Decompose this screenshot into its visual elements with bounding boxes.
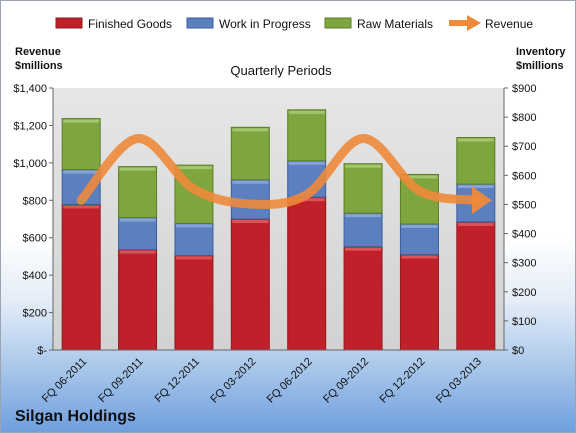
bar-highlight-raw-materials-7 — [401, 175, 438, 179]
bar-highlight-finished-goods-7 — [401, 255, 438, 259]
bar-raw-materials-8 — [456, 136, 496, 185]
company-name: Silgan Holdings — [15, 408, 136, 425]
bar-highlight-finished-goods-3 — [175, 256, 212, 260]
bar-highlight-raw-materials-5 — [288, 110, 325, 114]
bar-highlight-raw-materials-6 — [345, 164, 382, 168]
bar-highlight-raw-materials-3 — [175, 166, 212, 170]
bar-highlight-work-in-progress-6 — [345, 214, 382, 218]
bar-highlight-work-in-progress-5 — [288, 161, 325, 165]
bar-highlight-work-in-progress-1 — [63, 170, 100, 174]
left-axis: $- $200 $400 $600 $800 $1,000 $1,200 $1,400 — [13, 83, 54, 357]
bar-finished-goods-4 — [230, 218, 270, 351]
left-axis-title-line1: Revenue — [15, 46, 61, 58]
bar-highlight-work-in-progress-2 — [119, 218, 156, 222]
right-axis-title-line2: $millions — [516, 60, 564, 72]
bar-finished-goods-6 — [343, 246, 383, 351]
left-axis-title-line2: $millions — [15, 60, 63, 72]
bar-finished-goods-1 — [61, 203, 101, 351]
bar-raw-materials-4 — [230, 126, 270, 181]
right-tick-label: $500 — [512, 199, 536, 211]
bar-highlight-work-in-progress-7 — [401, 224, 438, 228]
bar-raw-materials-6 — [343, 163, 383, 214]
x-tick-label: FQ 09-2012 — [321, 356, 371, 406]
right-tick-label: $800 — [512, 112, 536, 124]
bar-highlight-work-in-progress-3 — [175, 224, 212, 228]
bar-finished-goods-2 — [118, 249, 158, 351]
left-tick-label: $800 — [23, 195, 47, 207]
x-tick-label: FQ 06-2012 — [265, 356, 315, 406]
x-tick-label: FQ 12-2012 — [378, 356, 428, 406]
bar-work-in-progress-7 — [399, 223, 439, 256]
left-tick-label: $1,000 — [13, 158, 47, 170]
legend: Finished Goods Work in Progress Raw Mate… — [55, 15, 533, 31]
left-tick-label: $600 — [23, 233, 47, 245]
bar-highlight-finished-goods-4 — [232, 220, 269, 223]
bar-highlight-finished-goods-1 — [63, 205, 100, 209]
bar-finished-goods-3 — [174, 254, 214, 351]
bar-highlight-raw-materials-4 — [232, 128, 269, 132]
legend-swatch-work-in-progress — [186, 17, 214, 29]
bar-highlight-raw-materials-1 — [63, 119, 100, 123]
revenue-line-layer — [76, 134, 492, 215]
revenue-line — [76, 134, 481, 209]
left-tick-label: $200 — [23, 308, 47, 320]
x-axis: FQ 06-2011 FQ 09-2011 FQ 12-2011 FQ 03-2012… — [40, 349, 504, 406]
left-tick-label: $1,200 — [13, 120, 47, 132]
bar-raw-materials-5 — [287, 109, 327, 162]
legend-swatch-revenue — [449, 15, 481, 31]
bar-raw-materials-1 — [61, 118, 101, 171]
bar-highlight-work-in-progress-4 — [232, 180, 269, 184]
bar-highlight-finished-goods-2 — [119, 250, 156, 254]
bar-raw-materials-2 — [118, 166, 158, 219]
right-axis: $0 $100 $200 $300 $400 $500 $600 $700 $800 $900 — [503, 83, 536, 357]
bar-highlight-raw-materials-8 — [457, 138, 494, 142]
right-tick-label: $700 — [512, 141, 536, 153]
bar-work-in-progress-6 — [343, 212, 383, 248]
bar-highlight-finished-goods-8 — [457, 222, 494, 226]
right-tick-label: $100 — [512, 316, 536, 328]
bar-finished-goods-8 — [456, 221, 496, 351]
bar-work-in-progress-3 — [174, 222, 214, 256]
legend-label-raw-materials: Raw Materials — [357, 17, 433, 31]
left-tick-label: $1,400 — [13, 83, 47, 95]
legend-swatch-raw-materials — [324, 17, 352, 29]
left-tick-label: $- — [37, 345, 47, 357]
bar-finished-goods-7 — [399, 254, 439, 351]
x-tick-label: FQ 06-2011 — [40, 356, 89, 405]
right-tick-label: $400 — [512, 229, 536, 241]
x-tick-label: FQ 03-2012 — [208, 356, 258, 406]
bar-highlight-raw-materials-2 — [119, 167, 156, 171]
legend-label-finished-goods: Finished Goods — [88, 17, 172, 31]
right-tick-label: $0 — [512, 345, 524, 357]
legend-swatch-finished-goods — [55, 17, 83, 29]
x-tick-label: FQ 03-2013 — [434, 356, 484, 406]
bar-highlight-work-in-progress-8 — [457, 185, 494, 189]
chart-title: Quarterly Periods — [230, 63, 332, 78]
bar-finished-goods-5 — [287, 196, 327, 351]
right-tick-label: $300 — [512, 258, 536, 270]
revenue-line-arrowhead — [471, 186, 492, 215]
bar-highlight-finished-goods-6 — [345, 247, 382, 251]
legend-label-revenue: Revenue — [485, 17, 533, 31]
legend-label-work-in-progress: Work in Progress — [219, 17, 311, 31]
x-tick-label: FQ 09-2011 — [96, 356, 145, 405]
right-tick-label: $200 — [512, 287, 536, 299]
right-tick-label: $600 — [512, 170, 536, 182]
bar-work-in-progress-2 — [118, 217, 158, 251]
x-tick-label: FQ 12-2011 — [153, 356, 202, 405]
right-axis-title-line1: Inventory — [516, 46, 566, 58]
left-tick-label: $400 — [23, 270, 47, 282]
right-tick-label: $900 — [512, 83, 536, 95]
